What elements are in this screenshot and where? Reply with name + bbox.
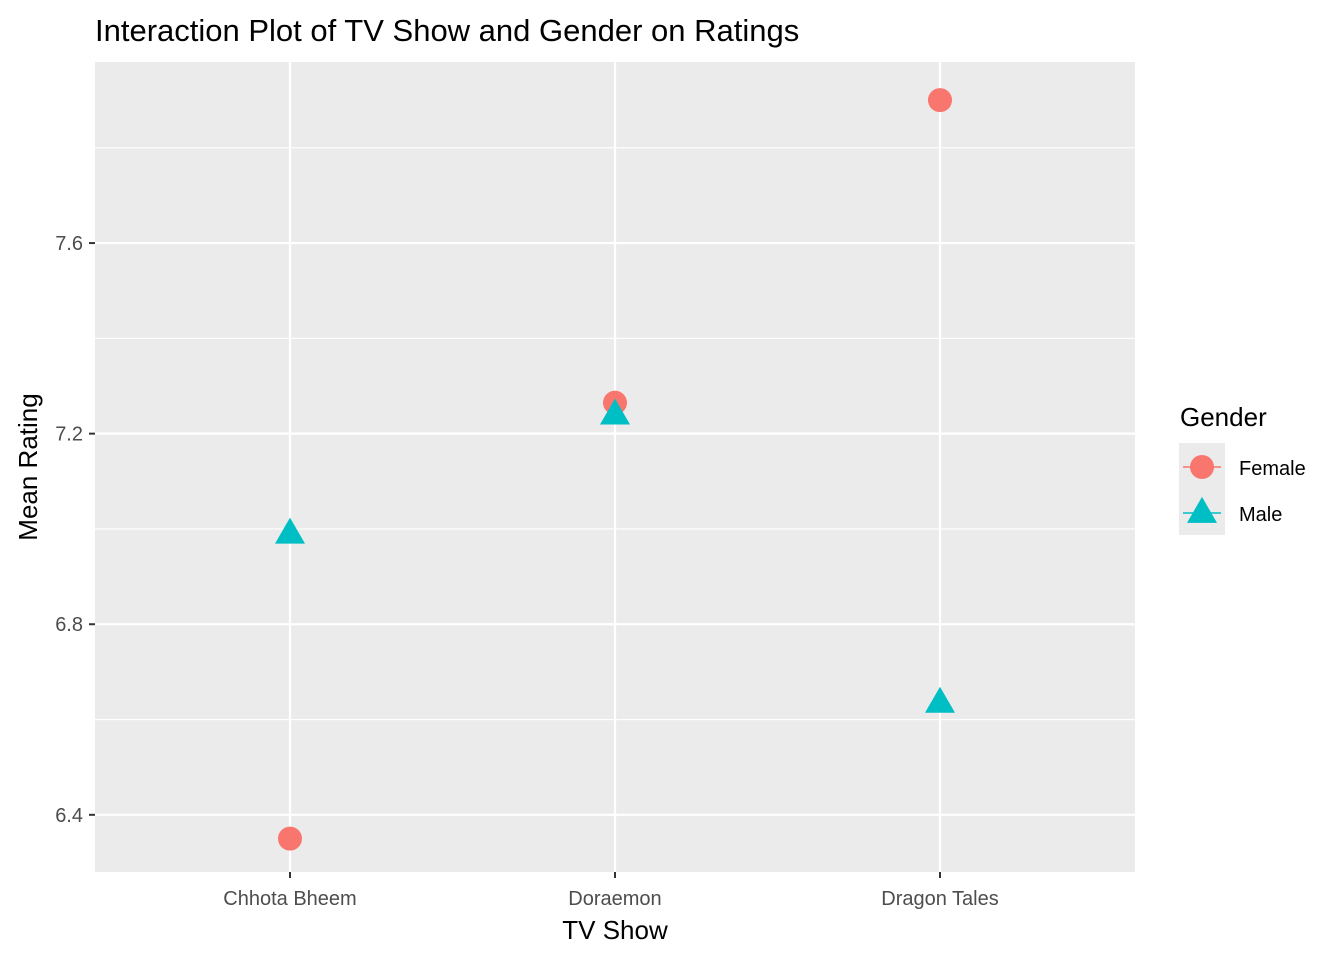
y-tick-label: 7.6 (55, 233, 83, 255)
male-point (600, 398, 630, 425)
legend: Gender Female Male (1179, 402, 1306, 535)
female-point (278, 826, 302, 851)
legend-key-female (1190, 455, 1214, 479)
x-tick-label: Chhota Bheem (223, 888, 356, 910)
chart-title: Interaction Plot of TV Show and Gender o… (95, 13, 799, 48)
male-point (275, 517, 305, 544)
y-axis-title: Mean Rating (13, 393, 43, 540)
legend-label-male: Male (1239, 504, 1282, 526)
y-tick-label: 6.4 (55, 805, 83, 827)
x-axis-title: TV Show (562, 915, 668, 945)
y-axis: 6.4 6.8 7.2 7.6 (55, 233, 95, 827)
legend-label-female: Female (1239, 458, 1306, 480)
y-tick-label: 7.2 (55, 424, 83, 446)
legend-key-male (1187, 496, 1217, 523)
data-points (275, 88, 955, 851)
x-tick-label: Dragon Tales (881, 888, 998, 910)
y-tick-label: 6.8 (55, 614, 83, 636)
x-tick-label: Doraemon (568, 888, 661, 910)
major-gridlines (95, 62, 1135, 872)
male-point (925, 686, 955, 713)
female-point (928, 88, 952, 113)
x-axis: Chhota Bheem Doraemon Dragon Tales (223, 872, 999, 910)
legend-title: Gender (1180, 402, 1267, 432)
